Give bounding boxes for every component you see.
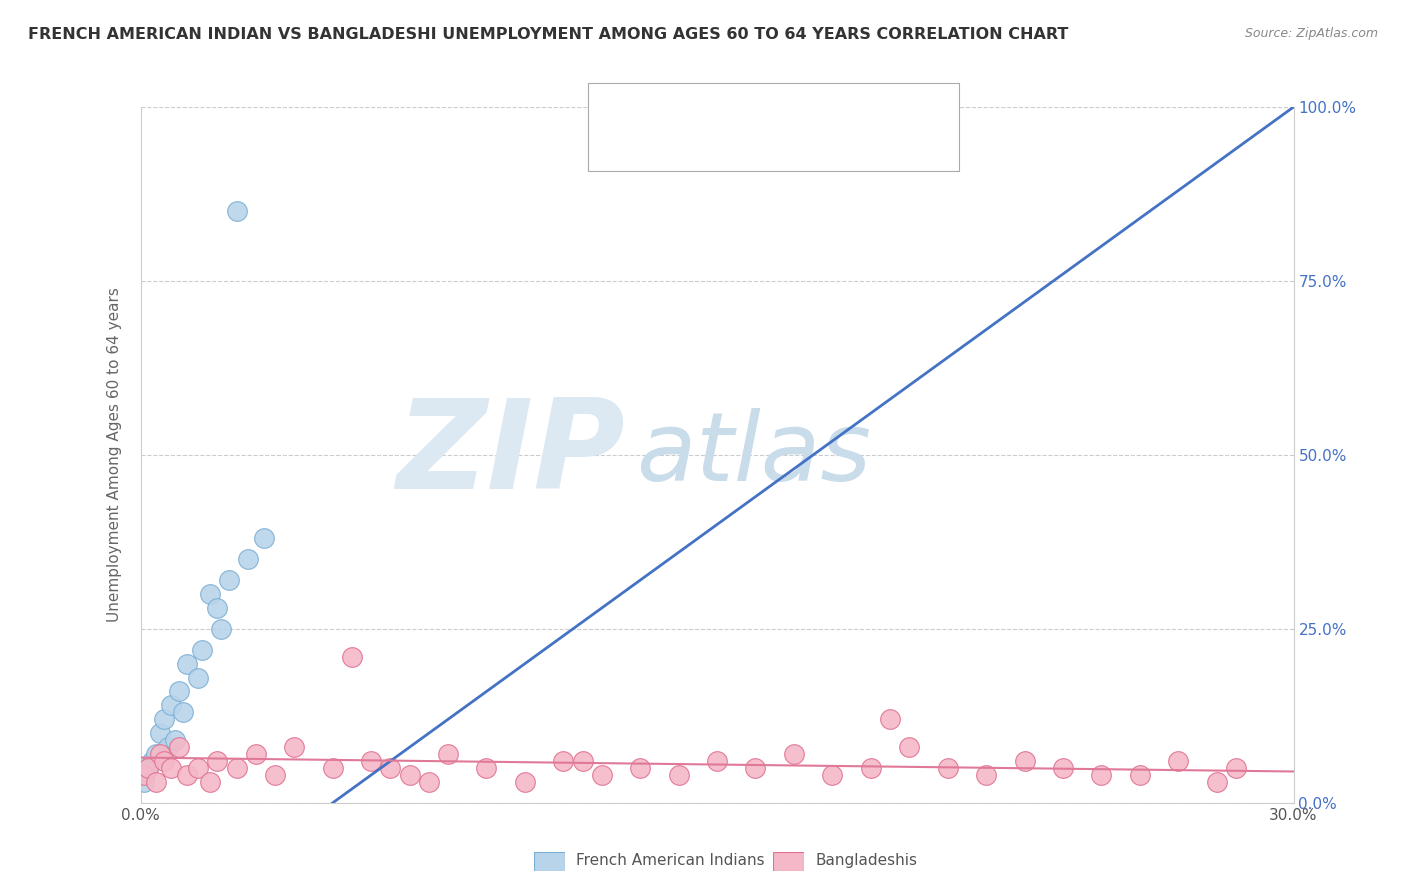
Text: Source: ZipAtlas.com: Source: ZipAtlas.com — [1244, 27, 1378, 40]
Point — [398, 768, 420, 782]
Point — [172, 706, 194, 720]
Text: 21: 21 — [792, 103, 814, 117]
Point — [1014, 754, 1036, 768]
Text: N =: N = — [752, 138, 799, 153]
Point — [322, 761, 344, 775]
Point — [134, 775, 156, 789]
Point — [136, 761, 159, 775]
Text: ZIP: ZIP — [396, 394, 624, 516]
Point — [141, 754, 163, 768]
Point — [360, 754, 382, 768]
Point — [898, 740, 921, 755]
Point — [167, 684, 190, 698]
Point — [936, 761, 959, 775]
Point — [160, 698, 183, 713]
Point — [879, 712, 901, 726]
Point — [628, 761, 651, 775]
Point — [165, 733, 187, 747]
Point — [156, 740, 179, 755]
Point — [974, 768, 997, 782]
Point — [1129, 768, 1152, 782]
Point — [859, 761, 882, 775]
Point — [283, 740, 305, 755]
Point — [668, 768, 690, 782]
Y-axis label: Unemployment Among Ages 60 to 64 years: Unemployment Among Ages 60 to 64 years — [107, 287, 122, 623]
Point — [591, 768, 613, 782]
Point — [149, 747, 172, 761]
Point — [706, 754, 728, 768]
Text: 0.870: 0.870 — [689, 103, 740, 117]
Point — [134, 768, 156, 782]
Point — [1052, 761, 1074, 775]
Point — [475, 761, 498, 775]
Point — [218, 573, 240, 587]
Point — [176, 768, 198, 782]
Point — [225, 204, 247, 219]
Point — [176, 657, 198, 671]
Point — [553, 754, 575, 768]
Point — [152, 754, 174, 768]
Text: 45: 45 — [792, 138, 814, 153]
Point — [191, 642, 214, 657]
Text: -0.155: -0.155 — [689, 138, 747, 153]
Point — [136, 761, 159, 775]
Point — [252, 532, 274, 546]
Point — [821, 768, 844, 782]
Point — [198, 775, 221, 789]
Text: N =: N = — [752, 103, 799, 117]
Point — [513, 775, 536, 789]
Point — [245, 747, 267, 761]
Text: R =: R = — [647, 138, 682, 153]
Point — [1167, 754, 1189, 768]
Point — [145, 775, 167, 789]
Text: French American Indians: French American Indians — [576, 854, 765, 868]
Point — [207, 601, 229, 615]
Text: FRENCH AMERICAN INDIAN VS BANGLADESHI UNEMPLOYMENT AMONG AGES 60 TO 64 YEARS COR: FRENCH AMERICAN INDIAN VS BANGLADESHI UN… — [28, 27, 1069, 42]
Point — [744, 761, 766, 775]
Text: atlas: atlas — [637, 409, 872, 501]
Point — [340, 649, 363, 664]
Point — [571, 754, 593, 768]
Text: Bangladeshis: Bangladeshis — [815, 854, 918, 868]
Point — [238, 552, 260, 566]
Point — [145, 747, 167, 761]
Point — [149, 726, 172, 740]
Point — [187, 671, 209, 685]
Text: R =: R = — [647, 103, 682, 117]
Point — [187, 761, 209, 775]
Point — [783, 747, 806, 761]
Point — [225, 761, 247, 775]
Point — [160, 761, 183, 775]
Point — [418, 775, 440, 789]
Point — [207, 754, 229, 768]
Point — [380, 761, 402, 775]
Point — [1090, 768, 1112, 782]
Point — [209, 622, 232, 636]
Point — [198, 587, 221, 601]
Point — [1225, 761, 1247, 775]
Point — [152, 712, 174, 726]
Point — [264, 768, 287, 782]
Point — [437, 747, 460, 761]
Point — [167, 740, 190, 755]
Point — [1205, 775, 1227, 789]
